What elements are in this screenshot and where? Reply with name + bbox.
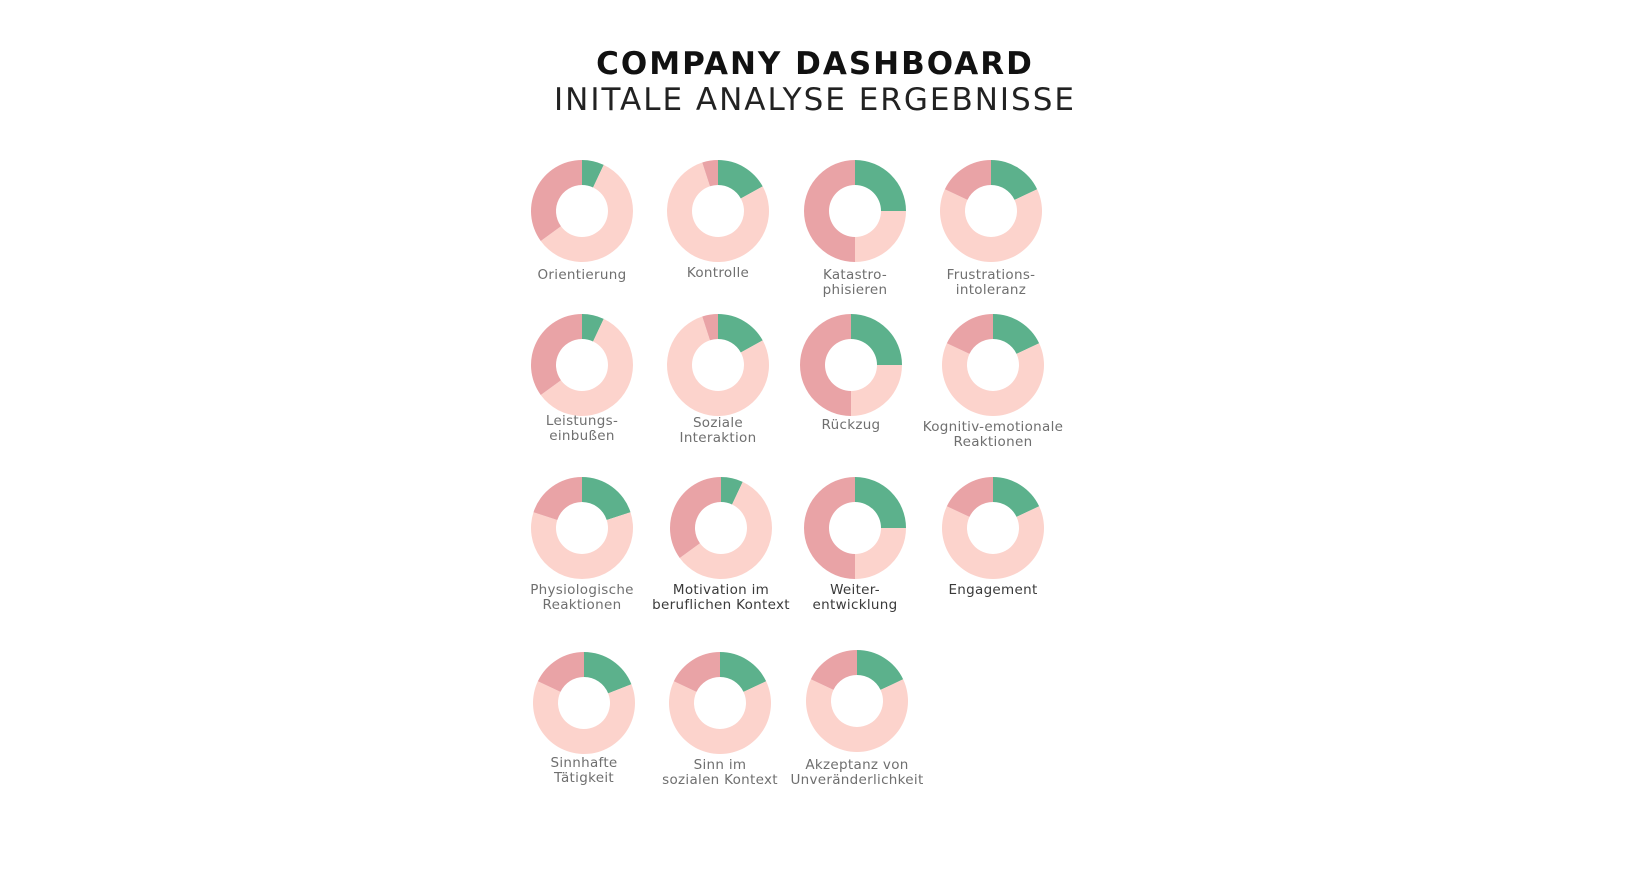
donut-segment-negative	[804, 160, 855, 262]
donut-label: Engagement	[948, 582, 1038, 598]
donut-segment-negative	[810, 650, 857, 690]
donut-segment-positive	[721, 477, 743, 505]
donut-svg	[942, 314, 1044, 416]
page-title: COMPANY DASHBOARD	[596, 46, 1034, 82]
donut-chart-sinn-im-sozialen-kontext: Sinn im sozialen Kontext	[630, 650, 810, 810]
donut-chart-akzeptanz-von-unveraenderlichkeit: Akzeptanz von Unveränderlichkeit	[767, 648, 947, 808]
donut-svg	[670, 477, 772, 579]
donut-segment-neutral	[855, 528, 906, 579]
donut-svg	[667, 160, 769, 262]
donut-segment-positive	[720, 652, 767, 692]
donut-svg	[531, 314, 633, 416]
donut-segment-negative	[800, 314, 851, 416]
donut-svg	[667, 314, 769, 416]
donut-segment-negative	[804, 477, 855, 579]
donut-chart-kontrolle: Kontrolle	[628, 158, 808, 318]
donut-chart-orientierung: Orientierung	[492, 158, 672, 318]
donut-segment-positive	[718, 160, 763, 199]
donut-segment-neutral	[531, 512, 633, 579]
donut-label: Leistungs- einbußen	[545, 413, 619, 444]
donut-chart-frustrationsintoleranz: Frustrations- intoleranz	[901, 158, 1081, 318]
donut-segment-neutral	[533, 681, 635, 754]
donut-segment-positive	[582, 160, 604, 188]
donut-segment-positive	[851, 314, 902, 365]
donut-segment-neutral	[667, 316, 769, 416]
donut-svg	[804, 160, 906, 262]
donut-chart-leistungseinbussen: Leistungs- einbußen	[492, 312, 672, 472]
donut-segment-positive	[993, 314, 1040, 354]
donut-chart-kognitiv-emotionale-reaktionen: Kognitiv-emotionale Reaktionen	[903, 312, 1083, 472]
donut-segment-negative	[673, 652, 720, 692]
donut-segment-negative	[702, 314, 718, 341]
donut-svg	[806, 650, 908, 752]
donut-segment-negative	[702, 160, 718, 187]
donut-svg	[669, 652, 771, 754]
donut-chart-katastrophisieren: Katastro- phisieren	[765, 158, 945, 318]
donut-segment-neutral	[667, 162, 769, 262]
donut-segment-positive	[993, 477, 1040, 517]
donut-segment-negative	[670, 477, 721, 558]
donut-segment-negative	[946, 477, 993, 517]
donut-segment-positive	[855, 160, 906, 211]
donut-chart-motivation-im-beruflichen-kontext: Motivation im beruflichen Kontext	[631, 475, 811, 635]
donut-svg	[533, 652, 635, 754]
donut-label: Rückzug	[821, 417, 881, 433]
donut-segment-negative	[531, 160, 582, 241]
donut-segment-negative	[946, 314, 993, 354]
donut-segment-negative	[944, 160, 991, 200]
donut-label: Frustrations- intoleranz	[946, 267, 1036, 298]
donut-segment-neutral	[942, 506, 1044, 579]
donut-label: Sinnhafte Tätigkeit	[550, 755, 618, 786]
donut-segment-negative	[537, 652, 584, 692]
donut-svg	[531, 160, 633, 262]
page-subtitle: INITALE ANALYSE ERGEBNISSE	[553, 82, 1076, 118]
donut-svg	[800, 314, 902, 416]
donut-label: Kontrolle	[686, 265, 750, 281]
donut-chart-soziale-interaktion: Soziale Interaktion	[628, 312, 808, 472]
donut-label: Kognitiv-emotionale Reaktionen	[922, 419, 1064, 450]
donut-segment-positive	[857, 650, 904, 690]
donut-segment-neutral	[855, 211, 906, 262]
donut-label: Weiter- entwicklung	[812, 582, 898, 613]
donut-chart-weiterentwicklung: Weiter- entwicklung	[765, 475, 945, 635]
donut-segment-neutral	[540, 164, 633, 262]
donut-label: Katastro- phisieren	[822, 267, 888, 298]
donut-chart-physiologische-reaktionen: Physiologische Reaktionen	[492, 475, 672, 635]
donut-chart-rueckzug: Rückzug	[761, 312, 941, 472]
donut-segment-neutral	[669, 681, 771, 754]
donut-segment-neutral	[679, 481, 772, 579]
donut-segment-neutral	[940, 189, 1042, 262]
donut-label: Akzeptanz von Unveränderlichkeit	[790, 757, 924, 788]
donut-segment-positive	[584, 652, 632, 694]
donut-segment-neutral	[540, 318, 633, 416]
donut-segment-positive	[718, 314, 763, 353]
donut-segment-positive	[582, 477, 631, 520]
donut-chart-sinnhafte-taetigkeit: Sinnhafte Tätigkeit	[494, 650, 674, 810]
donut-svg	[804, 477, 906, 579]
donut-chart-engagement: Engagement	[903, 475, 1083, 635]
donut-label: Motivation im beruflichen Kontext	[652, 582, 790, 613]
donut-segment-positive	[582, 314, 604, 342]
donut-label: Sinn im sozialen Kontext	[662, 757, 778, 788]
donut-segment-neutral	[942, 343, 1044, 416]
donut-segment-neutral	[806, 679, 908, 752]
donut-label: Physiologische Reaktionen	[530, 582, 634, 613]
donut-segment-negative	[531, 314, 582, 395]
donut-svg	[940, 160, 1042, 262]
donut-segment-positive	[991, 160, 1038, 200]
donut-segment-neutral	[851, 365, 902, 416]
donut-segment-negative	[533, 477, 582, 520]
donut-segment-positive	[855, 477, 906, 528]
donut-svg	[942, 477, 1044, 579]
donut-label: Soziale Interaktion	[679, 415, 757, 446]
donut-label: Orientierung	[537, 267, 627, 283]
donut-svg	[531, 477, 633, 579]
